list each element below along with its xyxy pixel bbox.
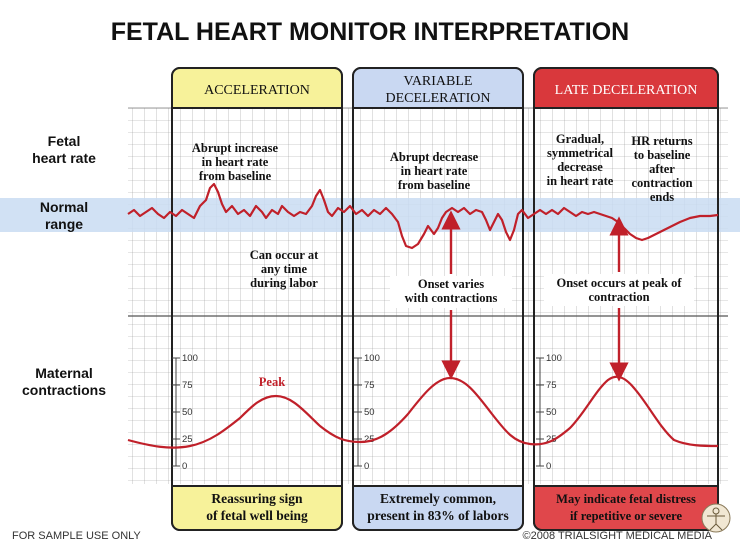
svg-text:from baseline: from baseline — [398, 178, 471, 192]
svg-text:heart rate: heart rate — [32, 150, 96, 166]
svg-text:to baseline: to baseline — [634, 148, 691, 162]
tick-label-acceleration-25: 25 — [182, 434, 193, 445]
footer-copyright: ©2008 TRIALSIGHT MEDICAL MEDIA — [523, 530, 713, 542]
tick-label-late-75: 75 — [546, 380, 557, 391]
tick-label-variable-25: 25 — [364, 434, 375, 445]
svg-text:Fetal: Fetal — [48, 133, 81, 149]
svg-text:in heart rate: in heart rate — [202, 155, 269, 169]
annotation-late-fhr-left: Gradual, symmetrical decrease in heart r… — [547, 132, 614, 188]
tick-label-acceleration-50: 50 — [182, 407, 193, 418]
header-late: LATE DECELERATION — [555, 83, 698, 98]
panel-footer-acceleration: Reassuring sign of fetal well being — [171, 485, 343, 531]
header-acceleration: ACCELERATION — [204, 83, 310, 98]
tick-label-variable-0: 0 — [364, 461, 369, 472]
svg-text:contraction: contraction — [631, 176, 692, 190]
svg-text:Abrupt decrease: Abrupt decrease — [390, 150, 479, 164]
svg-text:HR returns: HR returns — [631, 134, 692, 148]
footer-late-line1: May indicate fetal distress — [556, 492, 696, 506]
svg-text:Abrupt increase: Abrupt increase — [192, 141, 279, 155]
footer-variable-line2: present in 83% of labors — [367, 508, 509, 523]
svg-text:Maternal: Maternal — [35, 365, 93, 381]
tick-label-acceleration-0: 0 — [182, 461, 187, 472]
contraction-tick-labels: 100 75 50 25 0 100 75 50 25 0 100 75 50 25 0 — [172, 353, 562, 472]
annotation-variable-middle: Onset varies with contractions — [390, 276, 512, 308]
footer-sample-note: FOR SAMPLE USE ONLY — [12, 530, 141, 542]
tick-label-late-0: 0 — [546, 461, 551, 472]
tick-label-late-25: 25 — [546, 434, 557, 445]
tick-label-variable-75: 75 — [364, 380, 375, 391]
header-variable-line1: VARIABLE — [404, 74, 473, 89]
row-label-normal-range: Normal range — [40, 199, 88, 232]
header-variable-line2: DECELERATION — [386, 91, 491, 106]
svg-text:in heart rate: in heart rate — [547, 174, 614, 188]
svg-text:contractions: contractions — [22, 382, 106, 398]
svg-text:Gradual,: Gradual, — [556, 132, 604, 146]
svg-text:in heart rate: in heart rate — [401, 164, 468, 178]
svg-text:Normal: Normal — [40, 199, 88, 215]
trialsight-logo-icon — [701, 503, 731, 533]
svg-text:range: range — [45, 216, 83, 232]
tick-label-acceleration-75: 75 — [182, 380, 193, 391]
footer-acceleration-line1: Reassuring sign — [211, 491, 303, 506]
tick-label-late-50: 50 — [546, 407, 557, 418]
footer-late-line2: if repetitive or severe — [570, 509, 683, 523]
panel-footer-late: May indicate fetal distress if repetitiv… — [533, 485, 719, 531]
svg-text:ends: ends — [650, 190, 674, 204]
svg-text:any time: any time — [261, 262, 308, 276]
svg-text:Can occur at: Can occur at — [250, 248, 319, 262]
row-label-fetal-heart-rate: Fetal heart rate — [32, 133, 96, 166]
annotation-acceleration-middle: Can occur at any time during labor — [250, 248, 319, 290]
row-label-maternal-contractions: Maternal contractions — [22, 365, 106, 398]
tick-label-variable-50: 50 — [364, 407, 375, 418]
panel-footer-variable: Extremely common, present in 83% of labo… — [352, 485, 524, 531]
svg-text:from baseline: from baseline — [199, 169, 272, 183]
svg-text:with contractions: with contractions — [405, 291, 498, 305]
fetal-heart-rate-trace — [127, 182, 719, 250]
annotation-variable-fhr: Abrupt decrease in heart rate from basel… — [390, 150, 479, 192]
panel-header-acceleration: ACCELERATION — [171, 67, 343, 109]
svg-text:after: after — [649, 162, 675, 176]
annotation-late-middle: Onset occurs at peak of contraction — [544, 274, 694, 306]
tick-label-acceleration-100: 100 — [182, 353, 198, 364]
annotation-late-fhr-right: HR returns to baseline after contraction… — [631, 134, 692, 204]
tick-label-variable-100: 100 — [364, 353, 380, 364]
panel-header-late: LATE DECELERATION — [533, 67, 719, 109]
footer-variable-line1: Extremely common, — [380, 491, 496, 506]
svg-text:symmetrical: symmetrical — [547, 146, 613, 160]
svg-text:Onset varies: Onset varies — [418, 277, 484, 291]
svg-text:decrease: decrease — [557, 160, 603, 174]
svg-text:contraction: contraction — [588, 290, 649, 304]
page-title: FETAL HEART MONITOR INTERPRETATION — [111, 18, 630, 46]
svg-text:Onset occurs at peak of: Onset occurs at peak of — [557, 276, 683, 290]
footer-acceleration-line2: of fetal well being — [206, 508, 308, 523]
peak-label: Peak — [259, 375, 285, 389]
svg-text:during labor: during labor — [250, 276, 318, 290]
tick-label-late-100: 100 — [546, 353, 562, 364]
panel-header-variable: VARIABLE DECELERATION — [352, 67, 524, 109]
annotation-acceleration-fhr: Abrupt increase in heart rate from basel… — [192, 141, 279, 183]
